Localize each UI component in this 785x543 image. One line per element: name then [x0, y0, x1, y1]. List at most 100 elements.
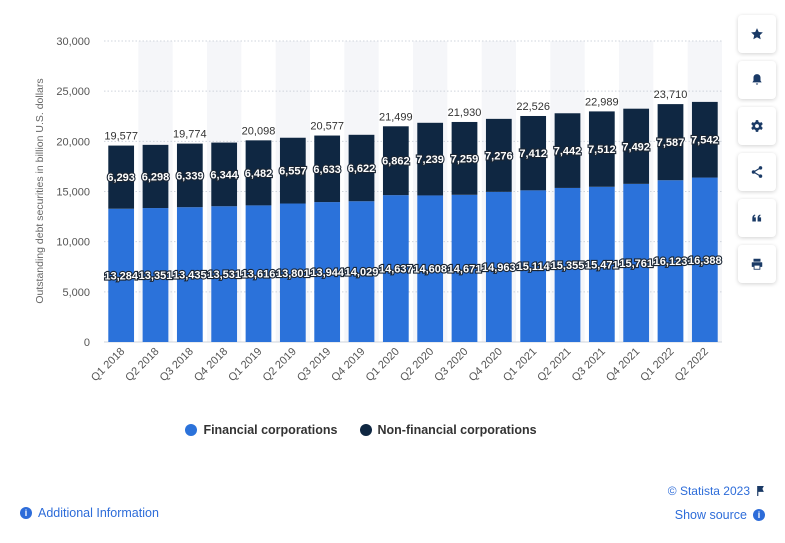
- data-label-nonfinancial: 6,344: [210, 169, 238, 181]
- bar-nonfinancial: [279, 137, 306, 204]
- bar-financial: [691, 177, 718, 342]
- share-button[interactable]: [738, 153, 776, 191]
- data-label-total: 22,526: [516, 101, 550, 113]
- x-tick-label: Q1 2019: [226, 346, 264, 384]
- data-label-financial: 13,435: [173, 270, 207, 282]
- data-label-nonfinancial: 6,298: [142, 171, 170, 183]
- bar-nonfinancial: [520, 115, 547, 191]
- y-axis-ticks: 0 5,000 10,000 15,000 20,000 25,000 30,000: [56, 36, 90, 349]
- y-tick-label: 15,000: [56, 187, 90, 199]
- x-tick-label: Q4 2018: [192, 346, 230, 384]
- bar-nonfinancial: [176, 143, 203, 208]
- x-tick-label: Q1 2018: [89, 346, 127, 384]
- cite-button[interactable]: [738, 199, 776, 237]
- data-label-nonfinancial: 7,587: [657, 137, 685, 149]
- data-label-nonfinancial: 6,557: [279, 166, 307, 178]
- settings-button[interactable]: [738, 107, 776, 145]
- data-label-total: 21,499: [379, 111, 413, 123]
- print-button[interactable]: [738, 245, 776, 283]
- data-label-total: 20,098: [242, 125, 276, 137]
- bar-financial: [245, 205, 272, 342]
- x-tick-label: Q2 2021: [535, 346, 573, 384]
- y-tick-label: 25,000: [56, 86, 90, 98]
- show-source-link[interactable]: Show source i: [675, 508, 765, 522]
- bar-nonfinancial: [657, 104, 684, 181]
- bar-financial: [451, 194, 478, 342]
- data-label-financial: 14,963: [482, 262, 516, 274]
- x-tick-label: Q2 2018: [123, 346, 161, 384]
- y-tick-label: 5,000: [62, 287, 90, 299]
- bar-nonfinancial: [623, 108, 650, 184]
- y-tick-label: 20,000: [56, 136, 90, 148]
- data-label-total: 20,577: [310, 121, 344, 133]
- data-label-financial: 13,351: [139, 270, 173, 282]
- data-label-financial: 15,355: [551, 260, 585, 272]
- bar-nonfinancial: [382, 126, 409, 196]
- copyright[interactable]: © Statista 2023: [668, 484, 765, 498]
- info-icon: i: [20, 507, 32, 519]
- bar-nonfinancial: [485, 118, 512, 192]
- data-label-financial: 13,616: [242, 269, 276, 281]
- print-icon: [751, 258, 763, 270]
- data-label-total: 19,774: [173, 129, 207, 141]
- data-label-nonfinancial: 7,239: [416, 154, 444, 166]
- x-tick-label: Q2 2019: [261, 346, 299, 384]
- bar-nonfinancial: [245, 140, 272, 206]
- legend-label-nonfinancial: Non-financial corporations: [377, 423, 537, 437]
- bar-nonfinancial: [588, 111, 615, 187]
- x-tick-label: Q4 2019: [329, 346, 367, 384]
- bar-financial: [554, 187, 581, 342]
- x-tick-label: Q3 2018: [158, 346, 196, 384]
- legend-dot-financial: [185, 424, 198, 436]
- legend-dot-nonfinancial: [359, 424, 372, 436]
- data-label-total: 19,577: [104, 131, 138, 143]
- data-label-nonfinancial: 7,276: [485, 150, 513, 162]
- data-label-financial: 13,531: [207, 269, 241, 281]
- bar-nonfinancial: [314, 135, 341, 203]
- y-axis-label: Outstanding debt securities in billion U…: [34, 78, 46, 303]
- bar-financial: [211, 206, 238, 342]
- data-label-financial: 14,608: [413, 264, 447, 276]
- data-label-nonfinancial: 6,862: [382, 156, 410, 168]
- bar-financial: [657, 180, 684, 342]
- star-icon: [751, 28, 763, 40]
- info-icon: i: [753, 509, 765, 521]
- quote-icon: [752, 214, 762, 222]
- data-label-financial: 15,114: [517, 261, 551, 273]
- x-tick-label: Q4 2021: [604, 346, 642, 384]
- data-label-nonfinancial: 6,622: [348, 163, 376, 175]
- data-label-total: 21,930: [448, 107, 482, 119]
- bars: 13,284 6,293 19,577 13,351 6,298 13,435 6,339 1…: [103, 89, 723, 342]
- data-label-nonfinancial: 7,442: [554, 146, 582, 158]
- bar-financial: [279, 203, 306, 342]
- data-label-total: 22,989: [585, 96, 619, 108]
- data-label-nonfinancial: 7,512: [588, 144, 616, 156]
- data-label-financial: 14,671: [448, 263, 482, 275]
- y-tick-label: 10,000: [56, 237, 90, 249]
- bar-financial: [142, 208, 169, 342]
- stacked-bar-chart: 0 5,000 10,000 15,000 20,000 25,000 30,000 Out…: [34, 36, 723, 384]
- bell-icon: [752, 74, 762, 85]
- notification-button[interactable]: [738, 61, 776, 99]
- additional-information-link[interactable]: i Additional Information: [20, 506, 159, 520]
- sidebar-toolbar: [738, 15, 776, 283]
- x-tick-label: Q4 2020: [467, 346, 505, 384]
- bookmark-button[interactable]: [738, 15, 776, 53]
- bar-financial: [485, 191, 512, 342]
- data-label-financial: 15,471: [585, 259, 619, 271]
- bar-financial: [382, 195, 409, 342]
- bar-nonfinancial: [348, 134, 375, 202]
- data-label-financial: 13,801: [276, 268, 310, 280]
- data-label-nonfinancial: 6,482: [245, 168, 273, 180]
- x-tick-label: Q2 2022: [673, 346, 711, 384]
- data-label-total: 23,710: [654, 89, 688, 101]
- data-label-nonfinancial: 6,633: [313, 164, 341, 176]
- bar-nonfinancial: [142, 144, 169, 209]
- x-tick-label: Q3 2020: [432, 346, 470, 384]
- bar-nonfinancial: [691, 101, 718, 178]
- bar-financial: [588, 186, 615, 342]
- data-label-financial: 13,284: [104, 270, 139, 282]
- additional-information-label: Additional Information: [38, 506, 159, 520]
- legend-item-nonfinancial[interactable]: Non-financial corporations: [359, 423, 537, 437]
- legend-item-financial[interactable]: Financial corporations: [185, 423, 338, 437]
